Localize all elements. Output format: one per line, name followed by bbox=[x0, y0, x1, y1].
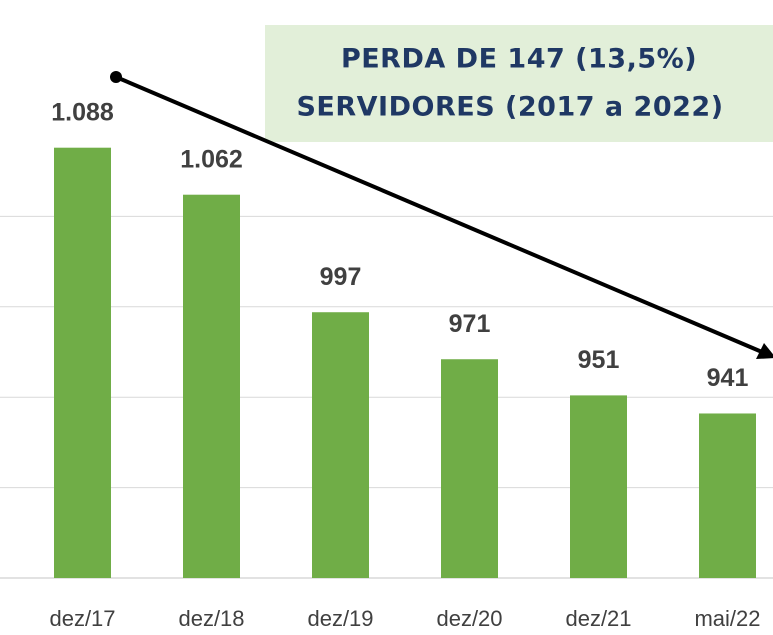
arrow-start bbox=[110, 71, 122, 83]
x-tick-label: dez/20 bbox=[436, 606, 502, 631]
x-tick-label: mai/22 bbox=[694, 606, 760, 631]
x-tick-label: dez/18 bbox=[178, 606, 244, 631]
data-label: 941 bbox=[707, 364, 749, 392]
data-label: 1.088 bbox=[51, 98, 114, 126]
bar bbox=[312, 312, 369, 578]
annotation-box bbox=[265, 25, 773, 142]
x-tick-label: dez/17 bbox=[49, 606, 115, 631]
data-label: 997 bbox=[320, 263, 362, 291]
arrow-head bbox=[756, 343, 773, 359]
x-tick-label: dez/19 bbox=[307, 606, 373, 631]
bar bbox=[183, 194, 240, 579]
bar bbox=[54, 147, 111, 579]
data-label: 1.062 bbox=[180, 145, 243, 173]
bar bbox=[441, 359, 498, 578]
bar bbox=[699, 413, 756, 578]
data-label: 951 bbox=[578, 346, 620, 374]
trend-arrow bbox=[115, 75, 763, 354]
bar bbox=[570, 395, 627, 578]
x-tick-label: dez/21 bbox=[565, 606, 631, 631]
data-label: 971 bbox=[449, 310, 491, 338]
annotation: SERVIDORES (2017 a 2022) bbox=[296, 92, 723, 123]
annotation: PERDA DE 147 (13,5%) bbox=[341, 44, 697, 75]
